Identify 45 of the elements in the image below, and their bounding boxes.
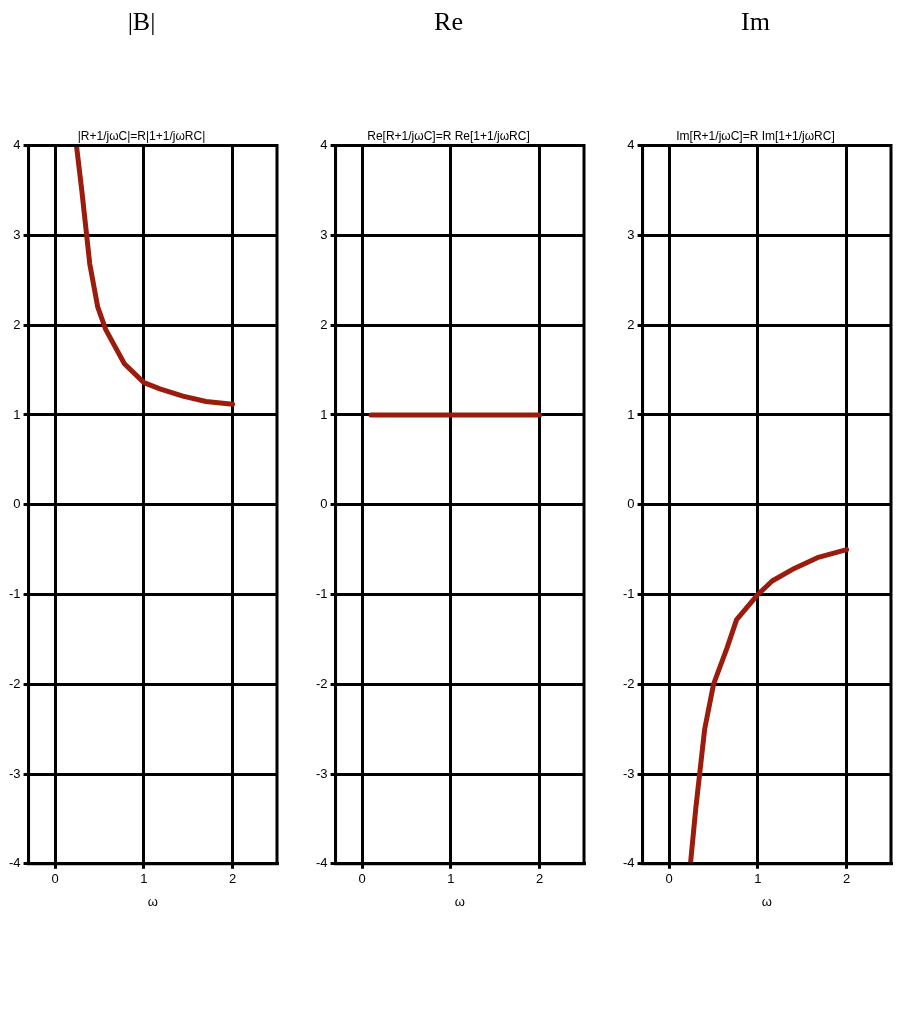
x-tick-label: 2 bbox=[536, 871, 544, 887]
x-tick-label: 0 bbox=[358, 871, 366, 887]
x-tick-label: 0 bbox=[51, 871, 59, 887]
chart-title: Im bbox=[741, 7, 770, 37]
x-axis-title: ω bbox=[761, 893, 772, 909]
y-tick-label: -3 bbox=[9, 765, 21, 781]
y-tick-label: 4 bbox=[320, 137, 328, 153]
chart-subtitle: Re[R+1/jωC]=R Re[1+1/jωRC] bbox=[367, 128, 530, 143]
chart-subtitle: Im[R+1/jωC]=R Im[1+1/jωRC] bbox=[676, 128, 835, 143]
y-tick-label: -1 bbox=[623, 586, 635, 602]
y-tick-label: 4 bbox=[627, 137, 635, 153]
x-axis-title: ω bbox=[454, 893, 465, 909]
y-tick-label: 2 bbox=[320, 316, 328, 332]
y-tick-label: 3 bbox=[13, 226, 21, 242]
y-tick-label: 3 bbox=[627, 226, 635, 242]
y-tick-label: 0 bbox=[13, 496, 21, 512]
y-tick-label: 1 bbox=[13, 406, 21, 422]
x-tick-label: 2 bbox=[843, 871, 851, 887]
x-tick-label: 1 bbox=[140, 871, 148, 887]
y-tick-label: -2 bbox=[623, 675, 635, 691]
y-tick-label: -2 bbox=[316, 675, 328, 691]
y-tick-label: 1 bbox=[627, 406, 635, 422]
y-tick-label: -4 bbox=[9, 855, 21, 871]
y-tick-label: -2 bbox=[9, 675, 21, 691]
y-tick-label: 0 bbox=[320, 496, 328, 512]
x-axis-title: ω bbox=[147, 893, 158, 909]
x-tick-label: 1 bbox=[754, 871, 762, 887]
y-tick-label: -4 bbox=[623, 855, 635, 871]
y-tick-label: 4 bbox=[13, 137, 21, 153]
y-tick-label: 1 bbox=[320, 406, 328, 422]
x-tick-label: 1 bbox=[447, 871, 455, 887]
y-tick-label: -4 bbox=[316, 855, 328, 871]
y-tick-label: 3 bbox=[320, 226, 328, 242]
y-tick-label: -3 bbox=[623, 765, 635, 781]
y-tick-label: 2 bbox=[627, 316, 635, 332]
y-tick-label: -3 bbox=[316, 765, 328, 781]
chart-title: Re bbox=[434, 7, 463, 37]
y-tick-label: -1 bbox=[316, 586, 328, 602]
y-tick-label: 0 bbox=[627, 496, 635, 512]
y-tick-label: 2 bbox=[13, 316, 21, 332]
chart-title: |B| bbox=[127, 7, 156, 37]
x-tick-label: 0 bbox=[665, 871, 673, 887]
chart-subtitle: |R+1/jωC|=R|1+1/jωRC| bbox=[77, 128, 206, 143]
y-tick-label: -1 bbox=[9, 586, 21, 602]
x-tick-label: 2 bbox=[229, 871, 237, 887]
